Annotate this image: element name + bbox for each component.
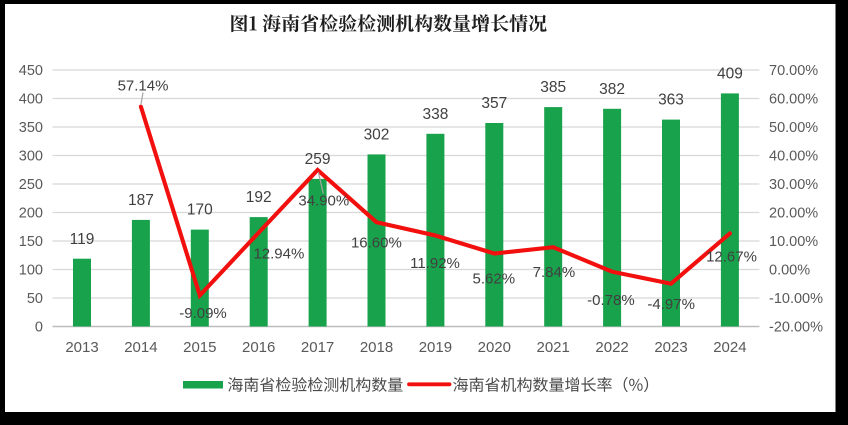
svg-text:363: 363 [658,92,684,109]
svg-text:192: 192 [246,189,272,206]
svg-text:409: 409 [717,66,743,83]
svg-text:400: 400 [19,92,43,108]
svg-text:-10.00%: -10.00% [769,291,823,307]
svg-text:357: 357 [481,95,507,112]
svg-text:2022: 2022 [595,339,628,356]
svg-text:2023: 2023 [654,339,687,356]
svg-text:12.67%: 12.67% [706,248,757,265]
svg-text:2020: 2020 [478,339,511,356]
svg-text:2024: 2024 [713,339,746,356]
svg-text:20.00%: 20.00% [769,206,818,222]
svg-text:259: 259 [305,151,331,168]
svg-text:0.00%: 0.00% [769,263,810,279]
svg-text:187: 187 [128,192,154,209]
svg-text:385: 385 [540,79,566,96]
svg-text:-4.97%: -4.97% [647,296,695,313]
svg-text:302: 302 [364,127,390,144]
svg-text:50.00%: 50.00% [769,120,818,136]
svg-text:30.00%: 30.00% [769,177,818,193]
svg-text:300: 300 [19,149,43,165]
svg-text:40.00%: 40.00% [769,149,818,165]
svg-text:170: 170 [187,202,213,219]
svg-text:16.60%: 16.60% [351,235,402,252]
svg-text:-0.78%: -0.78% [587,292,635,309]
svg-text:2014: 2014 [124,339,157,356]
svg-text:12.94%: 12.94% [253,245,304,262]
svg-text:250: 250 [19,177,43,193]
svg-text:200: 200 [19,206,43,222]
svg-text:57.14%: 57.14% [118,77,169,94]
svg-text:60.00%: 60.00% [769,92,818,108]
svg-text:50: 50 [27,291,43,307]
svg-text:11.92%: 11.92% [410,255,460,272]
svg-text:2017: 2017 [301,339,334,356]
svg-text:2013: 2013 [65,339,98,356]
svg-text:2018: 2018 [360,339,393,356]
svg-text:119: 119 [70,231,95,248]
svg-text:5.62%: 5.62% [473,271,516,288]
svg-text:382: 382 [599,81,625,98]
svg-text:338: 338 [422,106,448,123]
svg-text:100: 100 [19,263,43,279]
svg-text:2016: 2016 [242,339,275,356]
svg-text:34.90%: 34.90% [298,192,349,209]
svg-text:-9.09%: -9.09% [179,305,227,322]
svg-text:2021: 2021 [537,339,570,356]
svg-text:450: 450 [19,63,43,79]
svg-text:7.84%: 7.84% [533,264,576,281]
svg-text:2019: 2019 [419,339,452,356]
svg-text:150: 150 [19,234,43,250]
svg-text:2015: 2015 [183,339,216,356]
svg-text:0: 0 [35,320,43,336]
svg-text:350: 350 [19,120,43,136]
svg-text:10.00%: 10.00% [769,234,818,250]
svg-text:-20.00%: -20.00% [769,320,823,336]
svg-text:70.00%: 70.00% [769,63,818,79]
